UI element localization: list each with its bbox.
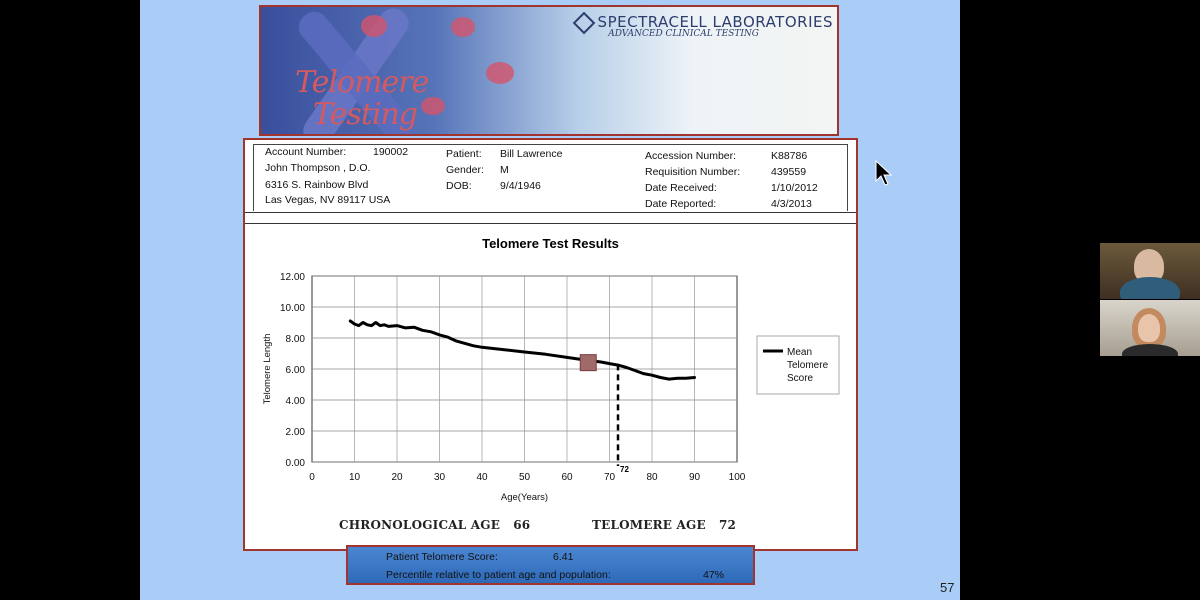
x-tick-label: 50: [519, 472, 531, 483]
y-tick-label: 4.00: [286, 396, 306, 407]
header-divider: [245, 223, 856, 224]
chromosome-tip: [486, 62, 514, 84]
dob-value: 9/4/1946: [500, 180, 541, 192]
x-tick-label: 100: [729, 472, 746, 483]
x-tick-label: 60: [561, 472, 573, 483]
chromosome-tip: [361, 15, 387, 37]
address-line1: 6316 S. Rainbow Blvd: [265, 179, 369, 191]
chronological-age-label: CHRONOLOGICAL AGE: [339, 518, 501, 532]
telomere-chart: 0.00 2.00 4.00 6.00 8.00 10.00 12.00 0 10 20 30 40 5…: [262, 272, 840, 503]
date-received-value: 1/10/2012: [771, 182, 818, 194]
y-tick-label: 10.00: [280, 303, 305, 314]
y-axis-label: Telomere Length: [262, 334, 273, 405]
x-tick-label: 10: [349, 472, 361, 483]
y-tick-label: 6.00: [286, 365, 306, 376]
y-tick-label: 12.00: [280, 272, 305, 283]
account-label: Account Number:: [265, 146, 347, 158]
percentile-label: Percentile relative to patient age and p…: [386, 569, 611, 581]
patient-score-marker: [579, 354, 597, 372]
chronological-age: CHRONOLOGICAL AGE 66: [339, 518, 530, 532]
legend-label-line1: Mean: [787, 347, 812, 358]
date-reported-label: Date Reported:: [645, 198, 717, 210]
y-tick-label: 8.00: [286, 334, 306, 345]
y-tick-label: 2.00: [286, 427, 306, 438]
telomere-age-marker-label: 72: [620, 465, 629, 474]
score-value: 6.41: [553, 551, 574, 563]
company-logo: SPECTRACELL LABORATORIES ADVANCED CLINIC…: [572, 11, 833, 39]
mean-telomere-line: [348, 319, 696, 381]
requisition-value: 439559: [771, 166, 807, 178]
patient-label: Patient:: [446, 148, 482, 160]
mouse-pointer-icon: [875, 160, 893, 186]
header-frame: [253, 144, 848, 211]
requisition-label: Requisition Number:: [645, 166, 741, 178]
doctor-name: John Thompson , D.O.: [265, 162, 371, 174]
participant-shirt: [1122, 344, 1178, 356]
x-tick-label: 0: [309, 472, 315, 483]
participant-shirt: [1120, 277, 1180, 299]
date-received-label: Date Received:: [645, 182, 717, 194]
legend-box: [756, 335, 840, 395]
chromosome-tip: [421, 97, 445, 115]
date-reported-value: 4/3/2013: [771, 198, 812, 210]
legend-label-line3: Score: [787, 373, 814, 384]
telomere-banner: Telomere Testing SPECTRACELL LABORATORIE…: [259, 5, 839, 136]
chromosome-tip: [451, 17, 475, 37]
y-tick-label: 0.00: [286, 458, 306, 469]
percentile-value: 47%: [703, 569, 725, 581]
x-tick-label: 90: [689, 472, 701, 483]
gender-value: M: [500, 164, 509, 176]
patient-value: Bill Lawrence: [500, 148, 563, 160]
participant-face: [1138, 314, 1160, 342]
banner-title-line2: Testing: [313, 97, 418, 132]
banner-title-line1: Telomere: [295, 65, 429, 100]
chart-title: Telomere Test Results: [482, 236, 619, 251]
telomere-age-label: TELOMERE AGE: [592, 518, 706, 532]
gender-label: Gender:: [446, 164, 484, 176]
telomere-age-value: 72: [718, 518, 737, 532]
patient-score-box: Patient Telomere Score: 6.41 Percentile …: [346, 545, 755, 585]
dob-label: DOB:: [446, 180, 472, 192]
accession-label: Accession Number:: [645, 150, 737, 162]
report-card: Account Number: 190002 John Thompson , D…: [243, 138, 858, 551]
x-axis-label: Age(Years): [501, 492, 548, 503]
address-line2: Las Vegas, NV 89117 USA: [265, 194, 391, 206]
company-name: SPECTRACELL LABORATORIES: [597, 13, 833, 31]
account-value: 190002: [373, 146, 409, 158]
slide-number: 57: [940, 580, 955, 595]
x-tick-label: 70: [604, 472, 616, 483]
chronological-age-value: 66: [513, 518, 531, 532]
x-tick-label: 20: [391, 472, 403, 483]
participant-video-1[interactable]: [1100, 243, 1200, 299]
legend-label-line2: Telomere: [787, 360, 829, 371]
participant-video-2[interactable]: [1100, 300, 1200, 356]
x-tick-label: 80: [646, 472, 658, 483]
accession-value: K88786: [771, 150, 808, 162]
telomere-age: TELOMERE AGE 72: [592, 518, 736, 532]
company-tagline: ADVANCED CLINICAL TESTING: [608, 29, 759, 39]
x-tick-label: 30: [434, 472, 446, 483]
report-header: Account Number: 190002 John Thompson , D…: [245, 140, 856, 213]
diamond-logo-icon: [572, 11, 595, 34]
x-tick-label: 40: [476, 472, 488, 483]
score-label: Patient Telomere Score:: [386, 551, 498, 563]
